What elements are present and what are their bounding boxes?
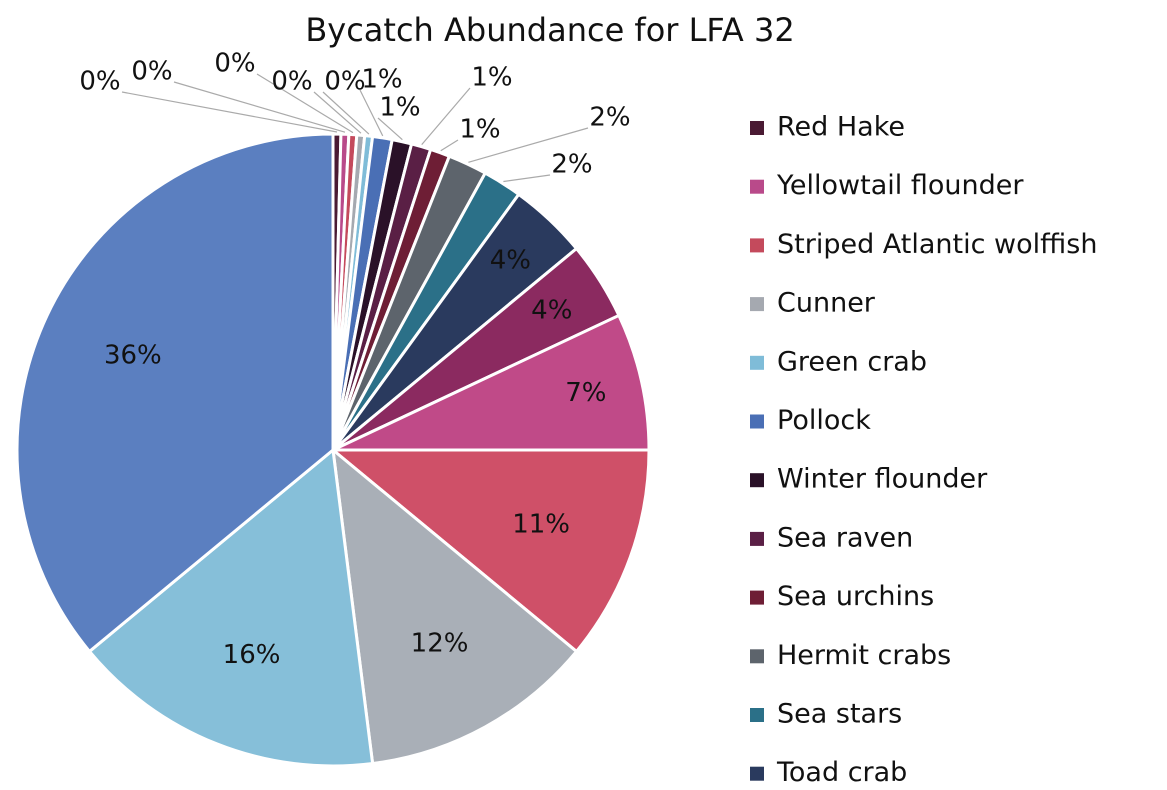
legend-swatch: [750, 590, 764, 605]
legend-label: Striped Atlantic wolffish: [777, 229, 1097, 260]
leader-line: [421, 87, 471, 146]
legend-swatch: [750, 179, 764, 194]
leader-line: [503, 174, 551, 183]
leader-line: [359, 89, 384, 137]
legend-label: Sea stars: [777, 699, 902, 730]
data-label: 1%: [471, 63, 512, 93]
legend-label: Pollock: [777, 405, 871, 436]
legend-swatch: [750, 414, 764, 429]
data-label: 12%: [411, 628, 469, 658]
data-label: 36%: [104, 340, 162, 370]
legend-label: Toad crab: [776, 757, 907, 788]
data-label: 1%: [459, 115, 500, 145]
leader-line: [256, 73, 354, 134]
data-label: 0%: [79, 67, 120, 97]
legend-swatch: [750, 355, 764, 370]
data-label: 7%: [565, 378, 606, 408]
leader-line: [468, 127, 589, 163]
data-label: 11%: [512, 509, 570, 539]
legend-label: Hermit crabs: [777, 640, 951, 671]
legend-swatch: [750, 473, 764, 488]
legend-swatch: [750, 121, 764, 135]
leader-line: [121, 91, 338, 133]
legend-swatch: [750, 297, 764, 312]
legend-label: Yellowtail flounder: [776, 170, 1024, 201]
data-label: 0%: [324, 67, 365, 97]
legend-label: Green crab: [777, 346, 927, 377]
leader-line: [173, 81, 346, 133]
legend-swatch: [750, 708, 764, 722]
data-label: 0%: [271, 67, 312, 97]
pie-slice: [331, 446, 579, 766]
legend-swatch: [750, 531, 764, 546]
leader-line: [313, 91, 362, 134]
legend-label: Sea raven: [777, 522, 913, 553]
data-label: 4%: [490, 246, 531, 276]
pie-slice: [332, 313, 651, 452]
pie-slice: [87, 447, 375, 768]
pie-slice: [328, 448, 651, 654]
legend-label: Winter flounder: [777, 464, 988, 495]
pie-slice: [15, 132, 335, 654]
legend-label: Sea urchins: [777, 581, 934, 612]
leader-line: [377, 117, 403, 141]
data-label: 4%: [531, 296, 572, 326]
data-label: 2%: [589, 103, 630, 133]
chart-title: Bycatch Abundance for LFA 32: [305, 11, 794, 49]
legend-swatch: [750, 766, 764, 781]
legend-swatch: [750, 238, 764, 253]
legend-swatch: [750, 649, 764, 664]
data-label: 16%: [223, 640, 281, 670]
leader-line: [440, 139, 459, 152]
leader-line: [322, 91, 370, 135]
data-label: 1%: [361, 65, 402, 95]
data-label: 1%: [379, 93, 420, 123]
data-label: 2%: [551, 150, 592, 180]
legend-label: Red Hake: [777, 112, 905, 143]
data-label: 0%: [131, 57, 172, 87]
data-label: 0%: [214, 49, 255, 79]
legend-label: Cunner: [777, 288, 876, 319]
